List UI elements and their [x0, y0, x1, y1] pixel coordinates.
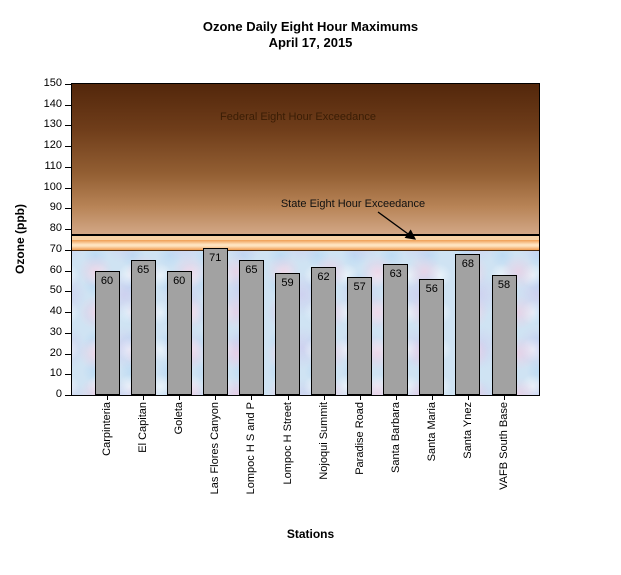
y-tick-label: 50: [49, 284, 62, 297]
x-tick-mark: [179, 396, 181, 400]
y-tick-mark: [65, 187, 71, 189]
station-label: Santa Ynez: [461, 402, 474, 459]
y-tick-label: 70: [49, 242, 62, 255]
state-standard-line: [72, 250, 539, 251]
y-tick-label: 140: [43, 97, 62, 110]
chart-title: Ozone Daily Eight Hour Maximums: [202, 19, 419, 34]
bar: 56: [419, 278, 445, 395]
bar-value-label: 63: [389, 268, 402, 281]
y-tick-mark: [65, 270, 71, 272]
bar-value-label: 65: [245, 264, 258, 277]
y-tick-label: 40: [49, 305, 62, 318]
station-label: Lompoc H S and P: [245, 402, 258, 495]
bar-value-label: 56: [425, 282, 438, 295]
bar-value-label: 62: [317, 270, 330, 283]
state-band-upper-edge: [72, 236, 539, 240]
x-tick-mark: [359, 396, 361, 400]
station-label: Goleta: [173, 402, 186, 435]
chart-subtitle: April 17, 2015: [268, 35, 353, 50]
station-label: VAFB South Base: [498, 402, 510, 490]
bar: 58: [491, 274, 517, 395]
station-label: Lompoc H Street: [281, 402, 294, 485]
state-annotation-arrow-icon: [377, 211, 417, 240]
station-label: Santa Maria: [425, 402, 438, 462]
y-tick-mark: [65, 312, 71, 314]
y-tick-mark: [65, 395, 71, 396]
x-tick-mark: [504, 396, 505, 400]
station-label: Paradise Road: [353, 402, 366, 475]
y-tick-label: 30: [49, 325, 62, 338]
bar-value-label: 60: [173, 274, 186, 287]
x-tick-mark: [287, 396, 289, 400]
y-tick-mark: [65, 229, 71, 231]
y-tick-label: 60: [49, 263, 62, 276]
y-tick-label: 20: [49, 346, 62, 359]
state-exceedance-annotation: State Eight Hour Exceedance: [280, 198, 426, 210]
y-axis-title: Ozone (ppb): [13, 204, 27, 275]
y-tick-mark: [65, 332, 71, 334]
state-exceedance-band: [72, 240, 539, 250]
y-tick-label: 10: [49, 367, 62, 380]
y-tick-mark: [65, 166, 71, 168]
y-tick-mark: [65, 249, 71, 251]
federal-standard-line: [72, 234, 539, 236]
x-tick-mark: [215, 396, 217, 400]
bar-value-label: 65: [136, 264, 150, 277]
bar: 62: [311, 266, 336, 395]
bar: 59: [275, 272, 300, 395]
x-tick-mark: [323, 396, 325, 400]
bar: 68: [455, 254, 481, 395]
bar: 63: [383, 264, 409, 395]
bar-value-label: 58: [497, 278, 511, 291]
y-tick-label: 130: [43, 118, 62, 131]
y-tick-label: 120: [43, 139, 62, 152]
y-tick-label: 100: [43, 180, 62, 193]
y-tick-mark: [65, 353, 71, 355]
x-tick-mark: [395, 396, 397, 400]
y-tick-label: 150: [43, 77, 62, 89]
bar: 65: [130, 260, 156, 395]
y-tick-label: 110: [44, 159, 62, 172]
bar: 60: [94, 270, 120, 395]
y-tick-mark: [65, 146, 71, 148]
station-label: Las Flores Canyon: [209, 402, 222, 495]
bar-value-label: 57: [353, 280, 366, 293]
x-tick-mark: [143, 396, 145, 400]
station-label: Santa Barbara: [389, 402, 402, 473]
bar-value-label: 60: [100, 274, 114, 287]
bar: 65: [238, 260, 264, 395]
x-tick-mark: [467, 396, 469, 400]
y-tick-mark: [65, 104, 71, 106]
y-tick-mark: [65, 208, 71, 210]
y-tick-label: 90: [49, 201, 62, 214]
bar-value-label: 59: [281, 276, 294, 289]
x-axis-title: Stations: [286, 527, 335, 541]
y-tick-mark: [65, 84, 71, 85]
federal-exceedance-zone: [72, 84, 539, 234]
station-label: Carpinteria: [101, 402, 113, 456]
bar-value-label: 68: [461, 258, 475, 270]
station-label: El Capitan: [137, 402, 150, 453]
y-tick-label: 0: [55, 388, 62, 400]
bar: 60: [166, 270, 192, 395]
bar: 71: [202, 247, 228, 395]
y-tick-mark: [65, 291, 71, 293]
station-label: Nojoqui Summit: [317, 402, 330, 480]
x-tick-mark: [251, 396, 253, 400]
y-tick-mark: [65, 125, 71, 127]
x-tick-mark: [107, 396, 108, 400]
bar: 57: [347, 276, 373, 395]
y-tick-label: 80: [49, 222, 62, 235]
federal-exceedance-annotation: Federal Eight Hour Exceedance: [220, 111, 376, 123]
x-tick-mark: [431, 396, 433, 400]
bar-value-label: 71: [209, 251, 222, 264]
y-tick-mark: [65, 374, 71, 376]
